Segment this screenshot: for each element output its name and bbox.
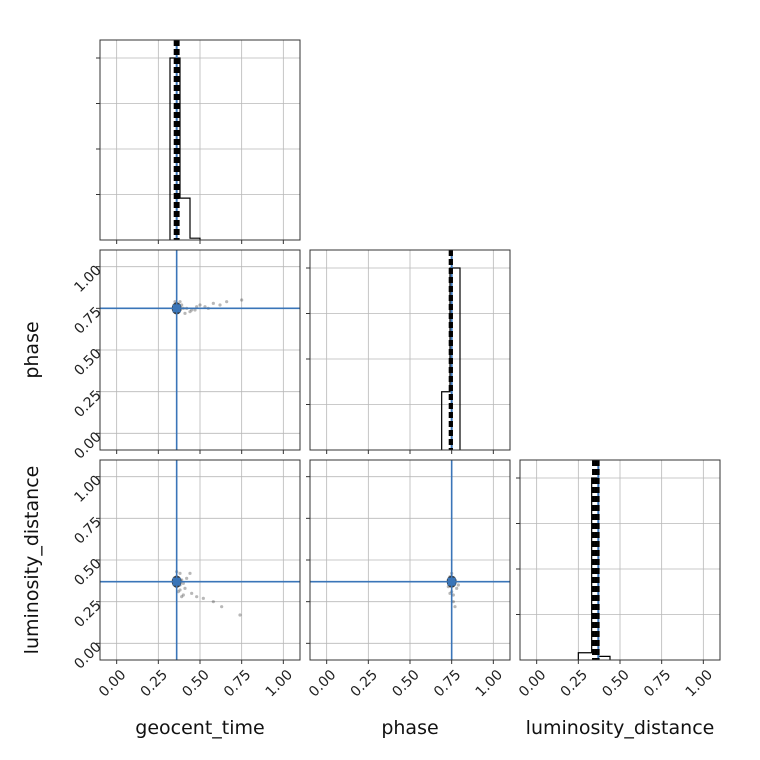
y-axis-title-phase: phase: [21, 321, 43, 378]
histogram-panel-luminosity-distance: 0.00 0.25 0.50 0.75 1.00: [516, 459, 721, 700]
scatter-point: [455, 586, 459, 590]
y-axis-title-luminosity-distance: luminosity_distance: [21, 466, 43, 655]
scatter-point: [176, 590, 180, 594]
scatter-point: [220, 605, 224, 609]
scatter-points: [100, 460, 300, 660]
scatter-point: [181, 593, 185, 597]
x-tick-label: 0.25: [348, 667, 381, 700]
scatter-point: [198, 303, 202, 307]
histogram-panel-phase: [306, 249, 511, 454]
scatter-point: [180, 578, 184, 582]
scatter-points: [100, 250, 300, 450]
scatter-point: [203, 305, 207, 309]
x-tick-label: 1.00: [683, 667, 716, 700]
scatter-point: [448, 591, 452, 595]
scatter-panel-geocent-time-vs-luminosity-distance: 0.00 0.25 0.50 0.75 1.000.000.250.500.751.00: [71, 459, 301, 700]
x-axis-title-luminosity-distance: luminosity_distance: [526, 717, 715, 739]
scatter-point: [211, 600, 215, 604]
scatter-point: [195, 305, 199, 309]
scatter-point: [240, 298, 244, 302]
x-tick-label: 0.25: [138, 667, 171, 700]
x-tick-label: 0.25: [558, 667, 591, 700]
histogram-outline: [441, 267, 461, 450]
scatter-point: [188, 571, 192, 575]
scatter-panel-phase-vs-luminosity-distance: 0.00 0.25 0.50 0.75 1.00: [306, 459, 511, 700]
scatter-point: [195, 595, 199, 599]
scatter-point: [446, 585, 450, 589]
scatter-point: [188, 310, 192, 314]
scatter-point: [201, 596, 205, 600]
x-tick-label: 0.50: [389, 667, 422, 700]
scatter-point: [178, 588, 182, 592]
scatter-point: [178, 571, 182, 575]
scatter-point: [453, 605, 457, 609]
x-tick-label: 0.50: [179, 667, 212, 700]
scatter-point: [190, 591, 194, 595]
scatter-point: [173, 300, 177, 304]
x-tick-label: 0.00: [306, 667, 339, 700]
scatter-point: [448, 575, 452, 579]
x-tick-label: 1.00: [263, 667, 296, 700]
scatter-point: [183, 586, 187, 590]
scatter-point: [190, 308, 194, 312]
x-axis-title-geocent-time: geocent_time: [135, 717, 264, 739]
scatter-points: [310, 460, 510, 660]
scatter-point: [211, 301, 215, 305]
scatter-point: [180, 595, 184, 599]
truth-marker: [172, 577, 181, 586]
scatter-point: [178, 300, 182, 304]
scatter-point: [451, 593, 455, 597]
x-tick-label: 0.75: [641, 667, 674, 700]
x-tick-label: 0.75: [431, 667, 464, 700]
histogram-panel-geocent-time: [96, 39, 301, 244]
truth-marker: [447, 577, 456, 586]
x-tick-label: 0.00: [516, 667, 549, 700]
truth-marker: [172, 304, 181, 313]
x-tick-label: 0.75: [221, 667, 254, 700]
scatter-point: [183, 311, 187, 315]
x-tick-label: 0.50: [599, 667, 632, 700]
scatter-point: [218, 303, 222, 307]
scatter-point: [225, 300, 229, 304]
scatter-point: [193, 308, 197, 312]
scatter-point: [451, 600, 455, 604]
scatter-point: [180, 303, 184, 307]
scatter-point: [238, 613, 242, 617]
scatter-point: [456, 583, 460, 587]
x-axis-title-phase: phase: [381, 717, 438, 739]
scatter-panel-geocent-time-vs-phase: 0.000.250.500.751.00: [71, 249, 301, 462]
scatter-point: [185, 576, 189, 580]
histogram-outline: [169, 57, 201, 240]
x-tick-label: 1.00: [473, 667, 506, 700]
scatter-point: [181, 581, 185, 585]
x-tick-label: 0.00: [96, 667, 129, 700]
